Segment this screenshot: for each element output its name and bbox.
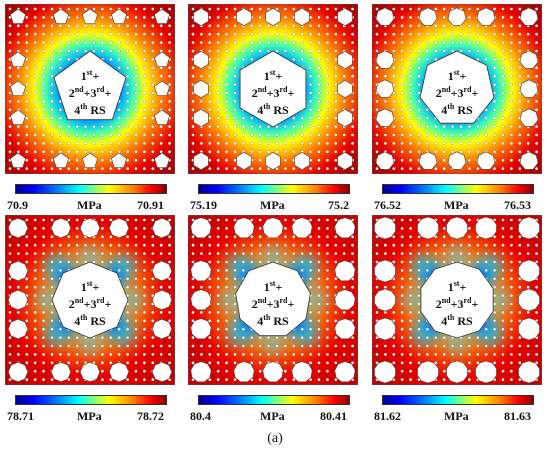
center-label-line2: 2nd+3rd+ <box>68 85 112 100</box>
large-holes <box>7 217 173 383</box>
large-holes <box>374 216 540 384</box>
colorbar <box>382 184 534 194</box>
colorbar-unit: MPa <box>444 198 469 212</box>
stress-plot-4 <box>5 215 175 385</box>
center-label: 1st+ 2nd+3rd+ 4th RS <box>55 66 125 117</box>
center-label-line2: 2nd+3rd+ <box>68 296 112 311</box>
central-opening <box>420 261 494 339</box>
center-label-line2: 2nd+3rd+ <box>435 296 479 311</box>
colorbar-unit: MPa <box>77 409 102 423</box>
stress-plot-1 <box>5 4 175 174</box>
center-label: 1st+ 2nd+3rd+ 4th RS <box>55 277 125 328</box>
colorbar-min: 70.9 <box>7 198 28 212</box>
colorbar-max: 78.72 <box>137 409 164 423</box>
central-opening <box>235 261 311 337</box>
center-label-line1: 1st+ <box>447 68 467 83</box>
colorbar-unit: MPa <box>260 409 285 423</box>
colorbar-max: 75.2 <box>328 198 349 212</box>
colorbar-min: 78.71 <box>7 409 34 423</box>
center-label-line3: 4th RS <box>74 313 106 328</box>
large-holes <box>375 7 539 170</box>
center-label-line3: 4th RS <box>257 313 289 328</box>
center-label-line1: 1st+ <box>263 279 283 294</box>
colorbar <box>382 395 534 405</box>
center-label: 1st+ 2nd+3rd+ 4th RS <box>238 66 308 117</box>
colorbar-min: 76.52 <box>374 198 401 212</box>
figure-caption: (a) <box>267 431 283 446</box>
center-label-line1: 1st+ <box>263 68 283 83</box>
colorbar <box>198 184 350 194</box>
center-label-line1: 1st+ <box>447 279 467 294</box>
central-opening <box>419 50 495 124</box>
colorbar <box>198 395 350 405</box>
center-label-line2: 2nd+3rd+ <box>251 85 295 100</box>
center-label-line1: 1st+ <box>80 68 100 83</box>
stress-plot-6 <box>372 215 542 385</box>
colorbar-min: 80.4 <box>190 409 211 423</box>
central-opening <box>239 50 307 128</box>
colorbar-max: 70.91 <box>137 198 164 212</box>
center-label-line2: 2nd+3rd+ <box>435 85 479 100</box>
large-holes <box>190 217 356 383</box>
colorbar-unit: MPa <box>77 198 102 212</box>
center-label-line3: 4th RS <box>441 102 473 117</box>
center-label-line3: 4th RS <box>441 313 473 328</box>
central-opening <box>51 261 129 339</box>
center-label: 1st+ 2nd+3rd+ 4th RS <box>238 277 308 328</box>
colorbar-min: 75.19 <box>190 198 217 212</box>
center-label: 1st+ 2nd+3rd+ 4th RS <box>422 66 492 117</box>
center-label-line3: 4th RS <box>74 102 106 117</box>
large-holes <box>10 8 170 168</box>
colorbar <box>15 184 167 194</box>
colorbar-min: 81.62 <box>374 409 401 423</box>
colorbar-max: 80.41 <box>320 409 347 423</box>
colorbar-max: 76.53 <box>504 198 531 212</box>
colorbar <box>15 395 167 405</box>
center-label-line1: 1st+ <box>80 279 100 294</box>
central-opening <box>53 50 127 121</box>
center-label-line3: 4th RS <box>257 102 289 117</box>
stress-plot-5 <box>188 215 358 385</box>
stress-plot-3 <box>372 4 542 174</box>
large-holes <box>193 8 353 170</box>
stress-plot-2 <box>188 4 358 174</box>
colorbar-max: 81.63 <box>504 409 531 423</box>
colorbar-unit: MPa <box>260 198 285 212</box>
center-label-line2: 2nd+3rd+ <box>251 296 295 311</box>
center-label: 1st+ 2nd+3rd+ 4th RS <box>422 277 492 328</box>
colorbar-unit: MPa <box>444 409 469 423</box>
